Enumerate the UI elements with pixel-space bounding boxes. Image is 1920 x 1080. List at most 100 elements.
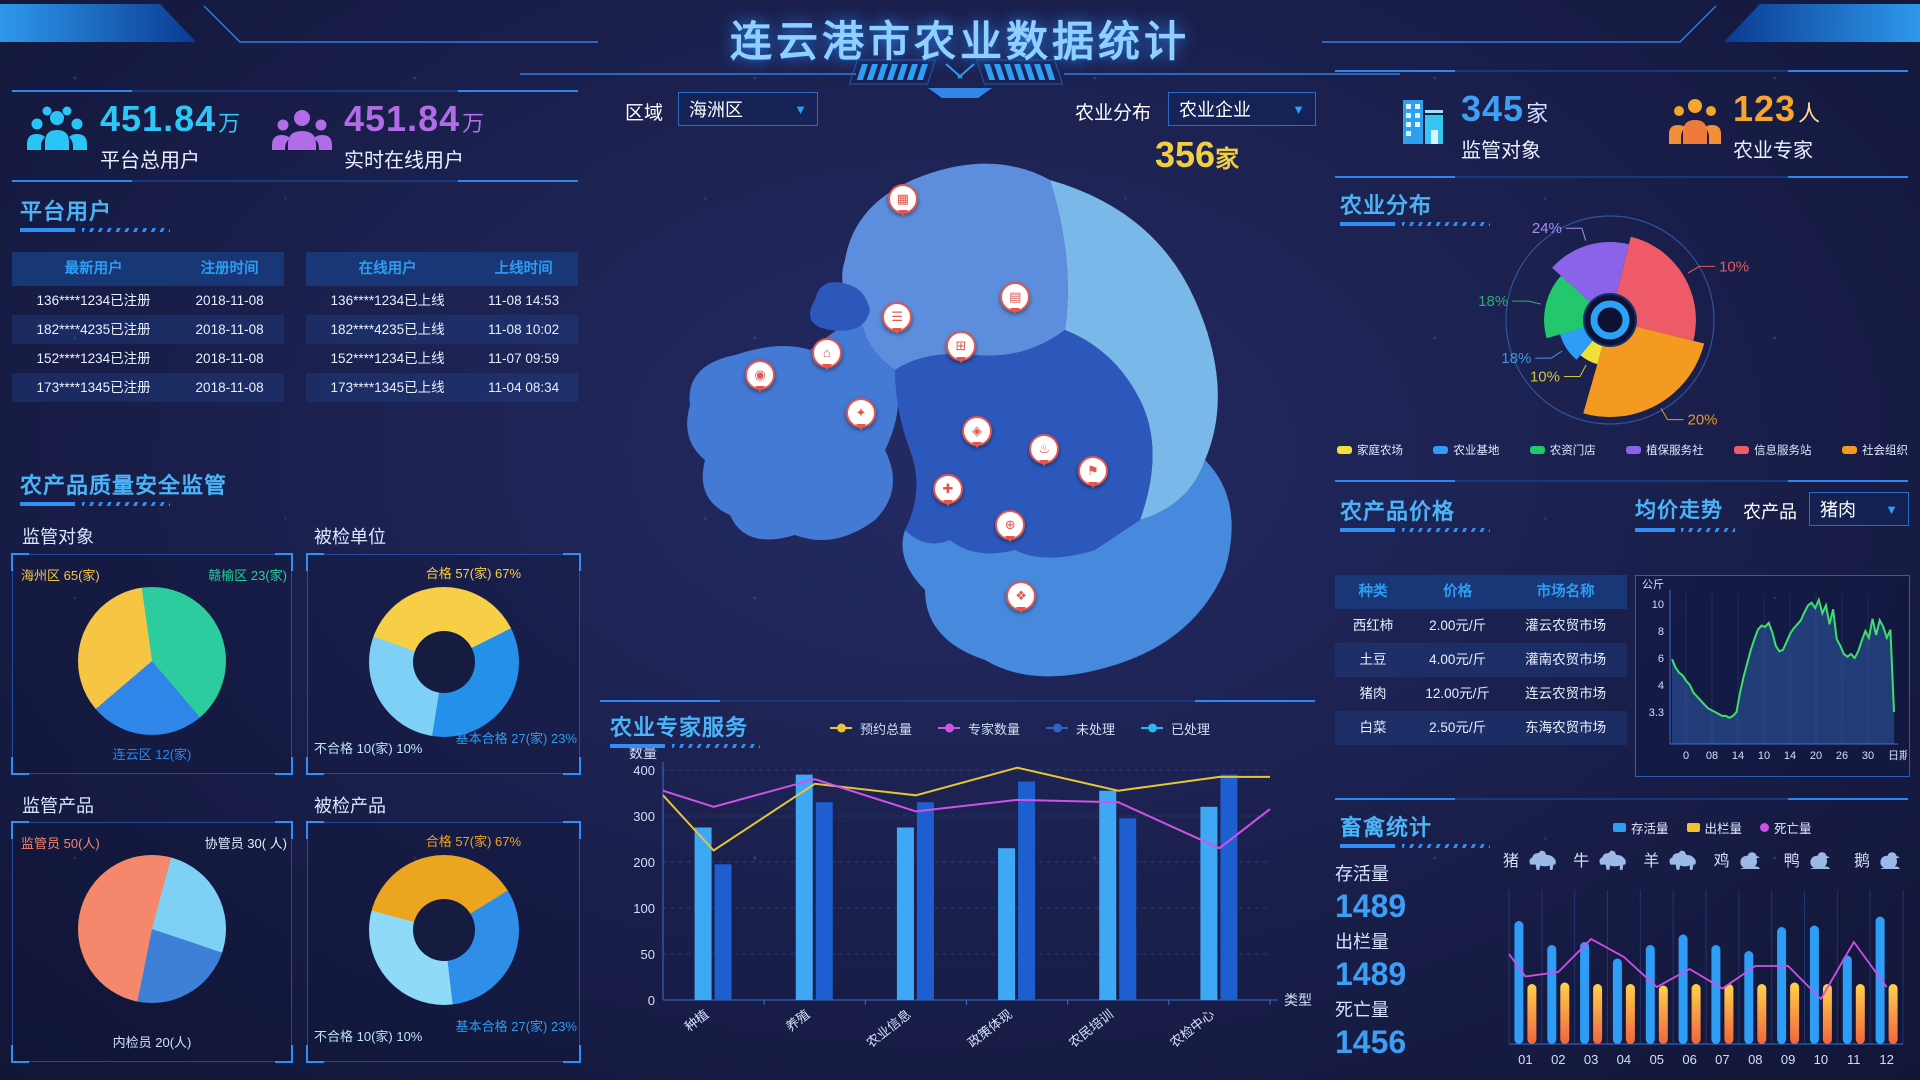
shop-marker-icon[interactable]: ◉ [745, 359, 776, 390]
svg-text:10: 10 [1758, 750, 1770, 762]
table-cell: 136****1234已上线 [330, 293, 445, 308]
legend-item[interactable]: 农业基地 [1433, 442, 1499, 458]
svg-text:政策体现: 政策体现 [965, 1007, 1015, 1051]
animal-tab-goose[interactable]: 鹅 [1854, 846, 1908, 872]
list-marker-icon[interactable]: ☰ [882, 301, 913, 332]
table-cell: 灌南农贸市场 [1525, 652, 1607, 667]
stat-supervise-objects [1395, 94, 1451, 155]
legend-label: 植保服务社 [1646, 445, 1704, 457]
stat-label: 实时在线用户 [344, 150, 464, 172]
svg-text:3.3: 3.3 [1649, 707, 1664, 719]
pie-slice-label: 基本合格 27(家) 23% [455, 731, 577, 746]
field-marker-icon[interactable]: ⊕ [995, 509, 1026, 540]
pie-supervise-objects: 赣榆区 23(家) 连云区 12(家) 海州区 65(家) [11, 553, 293, 775]
expert-legend: 预约总量 专家数量 未处理 已处理 [830, 716, 1236, 738]
product-select[interactable]: 猪肉 ▼ [1809, 492, 1909, 526]
stat-online-users [270, 104, 334, 167]
animal-tab-pig[interactable]: 猪 [1503, 846, 1557, 872]
legend-swatch [1760, 823, 1770, 832]
building-marker-icon[interactable]: ▦ [887, 183, 918, 214]
svg-text:14: 14 [1784, 750, 1796, 762]
corner-bracket [275, 1045, 293, 1063]
svg-text:100: 100 [633, 901, 655, 916]
animal-tab-sheep[interactable]: 羊 [1643, 846, 1697, 872]
pie-slice-label: 合格 57(家) 67% [425, 834, 522, 849]
storehouse-marker-icon[interactable]: ▤ [1000, 282, 1031, 313]
city-map: 356家 ▦ ▤ ☰ ⊞ ⌂ ◉ ✦ ◈ ♨ ⚑ ✚ ⊕ ❖ [595, 120, 1320, 695]
table-cell: 152****1234已上线 [330, 351, 445, 366]
corner-bracket [306, 1045, 324, 1063]
factory-marker-icon[interactable]: ⊞ [945, 330, 976, 361]
subtitle-supervise-staff: 监管产品 [22, 796, 94, 816]
legend-item[interactable]: 预约总量 [830, 719, 912, 738]
svg-text:10: 10 [1814, 1052, 1828, 1067]
donut-hole [412, 631, 475, 693]
legend-item[interactable]: 存活量 [1613, 818, 1669, 837]
animal-tab-cow[interactable]: 牛 [1573, 846, 1627, 872]
buildings-icon [1403, 100, 1443, 144]
divider [1335, 70, 1908, 72]
animal-tabs: 猪牛羊鸡鸭鹅 [1503, 846, 1908, 872]
table-row: 白菜 2.50元/斤 东海农贸市场 [1335, 711, 1627, 745]
marker-glyph: ⌂ [822, 345, 831, 361]
donut-hole [412, 899, 475, 961]
table-cell: 152****1234已注册 [36, 351, 151, 366]
legend-swatch [1433, 446, 1449, 454]
pie-slice-label: 基本合格 27(家) 23% [455, 1019, 577, 1034]
map-districts[interactable] [595, 120, 1320, 695]
chevron-down-icon: ▼ [1885, 501, 1898, 517]
svg-text:18%: 18% [1501, 350, 1531, 367]
animal-tab-duck[interactable]: 鸭 [1784, 846, 1838, 872]
distribution-select-value: 农业企业 [1179, 100, 1251, 120]
legend-item[interactable]: 出栏量 [1686, 818, 1742, 837]
distribution-legend: 家庭农场 农业基地 农资门店 植保服务社 信息服务站 社会组织 [1337, 442, 1908, 458]
table-cell: 11-04 08:34 [488, 380, 560, 395]
goose-icon [1880, 852, 1900, 869]
grain-marker-icon[interactable]: ❖ [1006, 581, 1037, 612]
legend-swatch [1626, 446, 1642, 454]
region-select[interactable]: 海洲区 ▼ [678, 92, 818, 126]
plant-marker-icon[interactable]: ✚ [932, 474, 963, 505]
marker-glyph: ❖ [1015, 588, 1027, 604]
marker-glyph: ⊕ [1004, 516, 1016, 532]
legend-item[interactable]: 专家数量 [938, 719, 1020, 738]
users-group-icon [27, 106, 87, 150]
legend-label: 专家数量 [968, 721, 1021, 737]
divider [600, 700, 1315, 702]
legend-item[interactable]: 农资门店 [1529, 442, 1596, 458]
person-marker-icon[interactable]: ✦ [845, 397, 876, 428]
chevron-down-icon: ▼ [1292, 101, 1305, 117]
table-row: 土豆 4.00元/斤 灌南农贸市场 [1335, 643, 1627, 677]
table-header: 在线用户 上线时间 [306, 252, 578, 286]
pie-slice-label: 协管员 30( 人) [204, 836, 287, 851]
legend-item[interactable]: 死亡量 [1760, 818, 1812, 837]
legend-item[interactable]: 植保服务社 [1626, 442, 1704, 458]
animal-tab-chicken[interactable]: 鸡 [1714, 846, 1768, 872]
distribution-rose-chart: 10% 20% 10% 18% 18% 24% [1478, 215, 1749, 429]
flag-marker-icon[interactable]: ⚑ [1077, 455, 1108, 486]
legend-item[interactable]: 家庭农场 [1337, 442, 1403, 458]
corner-bracket [275, 821, 293, 839]
legend-swatch [1686, 823, 1700, 832]
corner-bracket [306, 757, 324, 775]
legend-item[interactable]: 社会组织 [1841, 442, 1908, 458]
table-row: 西红柿 2.00元/斤 灌云农贸市场 [1335, 609, 1627, 643]
distribution-select[interactable]: 农业企业 ▼ [1168, 92, 1316, 126]
tent-marker-icon[interactable]: ♨ [1029, 434, 1060, 464]
svg-text:0: 0 [1683, 750, 1689, 762]
legend-label: 死亡量 [1774, 822, 1812, 836]
register-table: 最新用户 注册时间 136****1234已注册 2018-11-08 182***… [12, 252, 284, 402]
legend-item[interactable]: 未处理 [1046, 719, 1115, 738]
legend-item[interactable]: 信息服务站 [1734, 442, 1812, 458]
table-cell: 2018-11-08 [195, 322, 264, 337]
legend-dot [945, 723, 955, 733]
svg-text:11: 11 [1847, 1052, 1861, 1067]
donut-inspected-products: 合格 57(家) 67% 基本合格 27(家) 23% 不合格 10(家) 10% [306, 821, 581, 1063]
map-count-badge: 356家 [1155, 134, 1240, 175]
pin-marker-icon[interactable]: ◈ [961, 416, 992, 447]
legend-item[interactable]: 已处理 [1141, 719, 1210, 738]
pie-supervise-staff: 协管员 30( 人) 内检员 20(人) 监管员 50(人) [11, 821, 293, 1063]
pie-slice-label: 赣榆区 23(家) [208, 568, 287, 583]
home-marker-icon[interactable]: ⌂ [811, 337, 842, 368]
corner-bracket [563, 821, 581, 839]
